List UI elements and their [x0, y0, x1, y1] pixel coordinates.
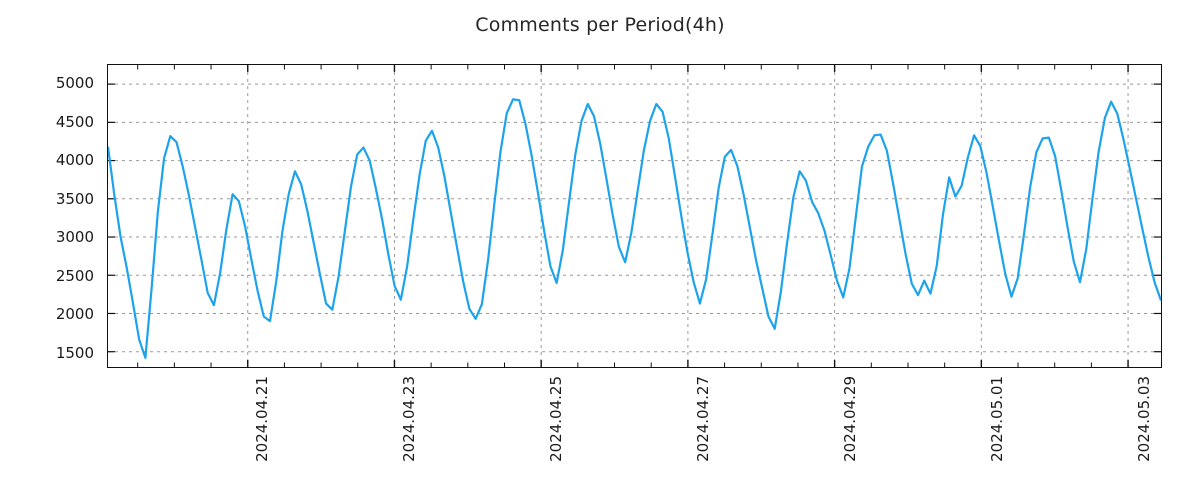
y-tick-label: 5000 [55, 74, 94, 93]
x-tick-label: 2024.04.25 [547, 376, 565, 462]
y-tick-label: 3500 [55, 189, 94, 208]
line-chart-svg [108, 65, 1161, 367]
x-axis-ticks [138, 65, 1128, 367]
y-axis-tick-labels: 1500 2000 2500 3000 3500 4000 4500 5000 [0, 0, 98, 500]
horizontal-gridlines [108, 84, 1161, 352]
x-tick-label: 2024.04.29 [841, 376, 859, 462]
chart-title: Comments per Period(4h) [475, 14, 725, 36]
x-tick-label: 2024.05.01 [988, 376, 1006, 462]
y-tick-label: 4000 [55, 151, 94, 170]
vertical-gridlines [248, 65, 1128, 367]
data-series-line [108, 99, 1161, 357]
y-tick-label: 3000 [55, 228, 94, 247]
y-tick-label: 1500 [55, 343, 94, 362]
y-tick-label: 2000 [55, 305, 94, 324]
plot-area [107, 64, 1162, 368]
x-tick-label: 2024.04.27 [694, 376, 712, 462]
x-tick-label: 2024.04.21 [253, 376, 271, 462]
y-tick-label: 2500 [55, 266, 94, 285]
y-axis-ticks [108, 84, 1161, 352]
x-tick-label: 2024.04.23 [400, 376, 418, 462]
y-tick-label: 4500 [55, 112, 94, 131]
x-tick-label: 2024.05.03 [1135, 376, 1153, 462]
